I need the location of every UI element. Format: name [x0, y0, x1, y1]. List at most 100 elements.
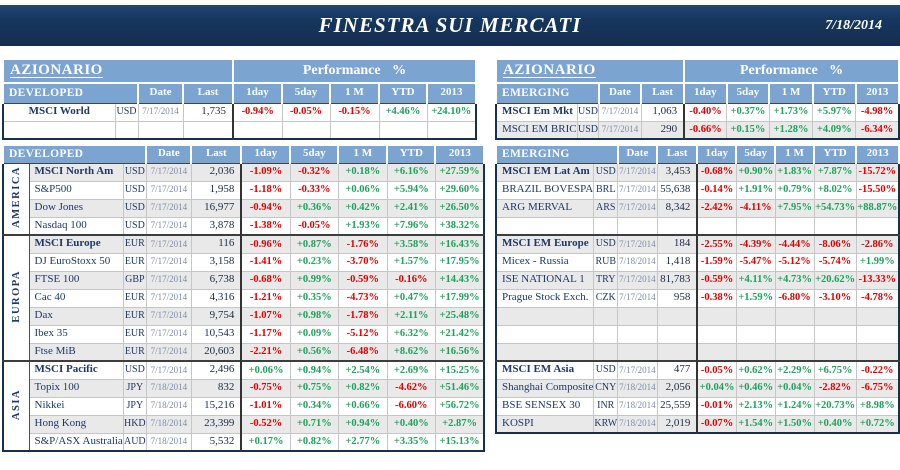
performance-cell: +0.35% — [289, 288, 339, 308]
developed-summary-table: AZIONARIO Performance % DEVELOPED Date Last 1… — [2, 58, 477, 140]
performance-cell: +1.28% — [768, 120, 814, 140]
last-value-cell: 832 — [190, 378, 242, 398]
column-header: Last — [182, 82, 234, 104]
performance-cell: -5.12% — [774, 252, 815, 272]
table-row: Nasdaq 100 USD 7/17/2014 3,878 -1.38% -0.05% +… — [3, 216, 485, 236]
performance-cell: -0.33% — [289, 180, 339, 200]
performance-cell: +0.06% — [337, 180, 388, 200]
currency-cell: USD — [593, 162, 619, 182]
currency-cell: USD — [122, 162, 147, 182]
table-row — [495, 342, 900, 362]
date-cell: 7/17/2014 — [145, 180, 192, 200]
date-cell: 7/18/2014 — [617, 252, 658, 272]
region-group-label-text: ASIA — [10, 388, 22, 420]
last-value-cell: 10,543 — [190, 324, 242, 344]
performance-cell — [855, 324, 900, 344]
index-name-cell: MSCI Em Mkt — [495, 102, 578, 122]
date-cell: 7/17/2014 — [137, 102, 184, 122]
performance-cell: +0.98% — [289, 306, 339, 326]
performance-cell: +1.73% — [768, 102, 814, 122]
performance-cell: -1.09% — [240, 162, 291, 182]
performance-cell: +4.11% — [735, 270, 776, 290]
date-cell: 7/17/2014 — [145, 216, 192, 236]
performance-cell: -0.38% — [696, 288, 737, 308]
performance-cell: -0.22% — [855, 360, 900, 380]
table-row: MSCI EM Lat Am USD 7/17/2014 3,453 -0.68% +0.… — [495, 162, 900, 182]
index-name-cell: MSCI EM BRIC — [495, 120, 578, 140]
performance-cell: -4.39% — [735, 234, 776, 254]
last-value-cell: 16,977 — [190, 198, 242, 218]
table-band-header: DEVELOPED — [2, 82, 139, 104]
performance-cell: +2.77% — [337, 432, 388, 452]
last-value-cell — [656, 342, 698, 362]
performance-cell: -3.10% — [813, 288, 857, 308]
report-date: 7/18/2014 — [825, 17, 882, 33]
last-value-cell: 1,958 — [190, 180, 242, 200]
performance-cell: -0.52% — [240, 414, 291, 434]
table-row — [495, 324, 900, 344]
index-name-cell: MSCI World — [2, 102, 116, 122]
performance-cell — [696, 306, 737, 326]
currency-cell: USD — [122, 198, 147, 218]
column-header: 2013 — [854, 82, 900, 104]
currency-cell: INR — [593, 396, 619, 416]
performance-cell — [735, 216, 776, 236]
currency-cell: HKD — [122, 414, 147, 434]
table-row: S&P500 USD 7/17/2014 1,958 -1.18% -0.33% +0.06… — [3, 180, 485, 200]
performance-cell: -0.05% — [696, 360, 737, 380]
performance-cell: -2.21% — [240, 342, 291, 362]
index-name-cell: MSCI EM Lat Am — [495, 162, 595, 182]
date-cell — [137, 120, 184, 140]
last-value-cell: 2,496 — [190, 360, 242, 380]
performance-cell: -0.68% — [696, 162, 737, 182]
index-name-cell: S&P/ASX Australia — [28, 432, 124, 452]
last-value-cell: 5,532 — [190, 432, 242, 452]
performance-cell — [774, 306, 815, 326]
table-row: Nikkei JPY 7/18/2014 15,216 -1.01% +0.34% +0.6… — [3, 396, 485, 416]
currency-cell — [593, 216, 619, 236]
performance-cell — [813, 342, 857, 362]
performance-cell: -1.07% — [240, 306, 291, 326]
currency-cell: USD — [593, 234, 619, 254]
performance-cell: -2.86% — [855, 234, 900, 254]
performance-cell: +0.71% — [289, 414, 339, 434]
column-header: YTD — [811, 82, 857, 104]
index-name-cell — [2, 120, 116, 140]
performance-cell: +7.96% — [386, 216, 436, 236]
performance-cell: +0.17% — [240, 432, 291, 452]
performance-cell: +0.46% — [735, 378, 776, 398]
currency-cell: JPY — [122, 396, 147, 416]
column-header: 1 M — [768, 82, 814, 104]
column-header: 1day — [240, 144, 292, 164]
index-name-cell: Topix 100 — [28, 378, 124, 398]
performance-cell: -0.94% — [232, 102, 283, 122]
currency-cell: RUB — [593, 252, 619, 272]
last-value-cell: 20,603 — [190, 342, 242, 362]
date-cell: 7/17/2014 — [145, 270, 192, 290]
table-row: S&P/ASX Australia AUD 7/18/2014 5,532 +0.17%… — [3, 432, 485, 452]
last-value-cell: 8,342 — [656, 198, 698, 218]
column-header: 2013 — [434, 144, 486, 164]
performance-cell: +2.41% — [386, 198, 436, 218]
index-name-cell: Prague Stock Exch. — [495, 288, 595, 308]
performance-cell: +2.29% — [774, 360, 815, 380]
performance-cell: -1.21% — [240, 288, 291, 308]
table-row — [495, 216, 900, 236]
last-value-cell: 23,399 — [190, 414, 242, 434]
performance-cell: +6.16% — [386, 162, 436, 182]
performance-cell: +38.32% — [434, 216, 485, 236]
index-name-cell: BRAZIL BOVESPA — [495, 180, 595, 200]
last-value-cell — [656, 216, 698, 236]
performance-cell: +29.60% — [434, 180, 485, 200]
date-cell: 7/17/2014 — [145, 198, 192, 218]
index-name-cell: DJ EuroStoxx 50 — [28, 252, 124, 272]
performance-cell — [696, 324, 737, 344]
column-header: YTD — [378, 82, 428, 104]
performance-cell: -6.80% — [774, 288, 815, 308]
table-row: ASIA MSCI Pacific USD 7/17/2014 2,496 +0.06% +… — [2, 360, 485, 452]
performance-cell — [378, 120, 428, 140]
performance-cell — [735, 342, 776, 362]
performance-cell: -0.16% — [386, 270, 436, 290]
performance-cell: +0.04% — [774, 378, 815, 398]
table-band-header: EMERGING — [495, 82, 600, 104]
